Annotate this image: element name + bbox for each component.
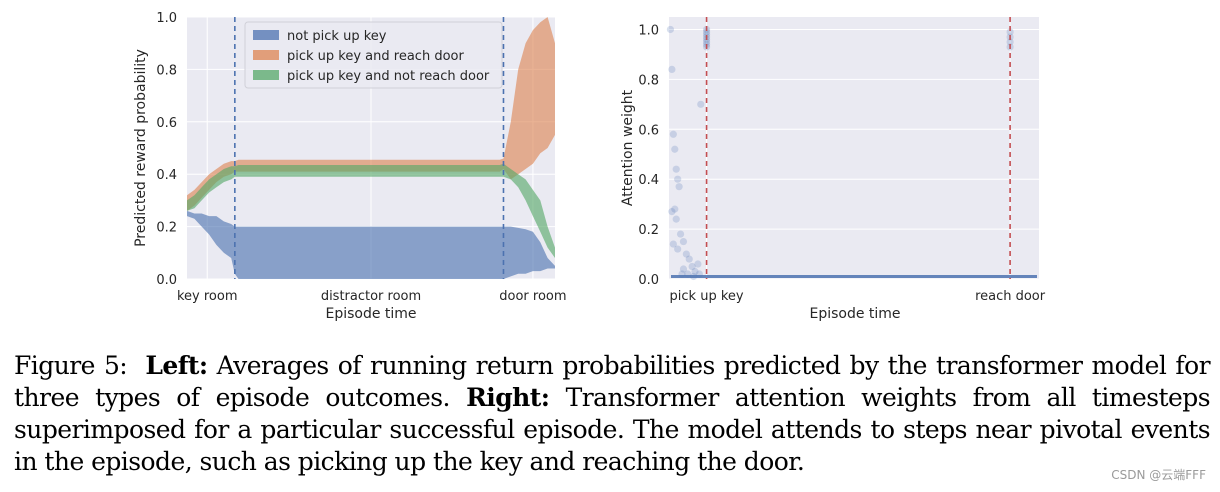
right-y-axis-label: Attention weight	[620, 89, 636, 206]
right-y-tick-label: 0.0	[638, 273, 659, 288]
right-scatter-point	[1006, 38, 1014, 46]
left-area-3	[187, 163, 555, 258]
right-scatter-point	[694, 260, 702, 268]
right-scatter-point	[678, 270, 686, 278]
left-legend: not pick up key pick up key and reach doo…	[244, 21, 503, 89]
left-y-tick-label: 1.0	[156, 11, 177, 26]
right-event-lines	[705, 17, 1011, 279]
left-y-tick-label: 0.2	[156, 221, 177, 236]
left-y-tick-labels: 0.0 0.2 0.4 0.6 0.8 1.0	[156, 11, 177, 288]
left-x-tick-label: door room	[499, 289, 566, 304]
right-x-tick-label: reach door	[975, 289, 1046, 304]
right-scatter-point	[702, 38, 711, 46]
left-chart: 0.0 0.2 0.4 0.6 0.8 1.0 key room distractor ro…	[120, 0, 580, 330]
right-scatter-point	[695, 270, 703, 278]
right-scatter-point	[672, 165, 680, 173]
right-scatter-point	[668, 208, 676, 216]
right-scatter-point	[689, 272, 698, 281]
right-scatter-point	[671, 205, 679, 213]
right-scatter-points	[666, 25, 1014, 281]
right-scatter-point	[669, 240, 677, 248]
left-y-tick-label: 0.0	[156, 273, 177, 288]
left-area-series	[187, 17, 555, 279]
legend-label: pick up key and reach door	[287, 49, 464, 64]
left-area-1	[187, 210, 555, 279]
right-scatter-point	[682, 250, 690, 258]
right-scatter-point	[702, 30, 711, 39]
left-y-axis-label: Predicted reward probability	[133, 49, 149, 247]
left-area-2	[187, 17, 555, 211]
right-scatter-point	[691, 267, 699, 276]
left-x-tick-label: key room	[177, 289, 238, 304]
right-plot-background	[669, 17, 1039, 279]
caption-left-text: Averages of running return probabilities…	[14, 351, 1211, 412]
figure-caption: Figure 5: Left: Averages of running retu…	[14, 350, 1211, 478]
right-scatter-point	[679, 265, 688, 273]
left-y-tick-label: 0.6	[156, 116, 177, 131]
legend-label: pick up key and not reach door	[287, 69, 490, 84]
right-scatter-point	[685, 255, 693, 263]
right-scatter-point	[702, 28, 711, 36]
right-scatter-point	[668, 65, 676, 73]
right-y-tick-label: 0.4	[638, 173, 659, 188]
watermark: CSDN @云端FFF	[1111, 468, 1206, 482]
right-scatter-point	[672, 215, 680, 223]
right-y-tick-labels: 0.0 0.2 0.4 0.6 0.8 1.0	[638, 23, 659, 288]
right-scatter-point	[674, 245, 682, 253]
left-y-tick-label: 0.8	[156, 63, 177, 78]
right-chart: 0.0 0.2 0.4 0.6 0.8 1.0 pick up key reach door…	[612, 0, 1052, 330]
right-chart-svg: 0.0 0.2 0.4 0.6 0.8 1.0 pick up key reach door…	[620, 17, 1046, 322]
figure-label: Figure 5:	[14, 351, 128, 380]
right-gridlines	[669, 17, 1039, 280]
caption-right-label: Right:	[466, 383, 550, 412]
right-scatter-point	[669, 130, 677, 138]
left-x-tick-label: distractor room	[321, 289, 421, 304]
right-scatter-point	[679, 237, 688, 246]
caption-left-label: Left:	[145, 351, 208, 380]
legend-label: not pick up key	[287, 29, 387, 44]
right-scatter-point	[674, 175, 682, 183]
right-x-axis-label: Episode time	[809, 306, 900, 322]
legend-swatch	[253, 30, 279, 40]
right-scatter-point	[697, 100, 705, 108]
right-y-tick-label: 0.2	[638, 223, 659, 238]
right-x-tick-labels: pick up key reach door	[670, 289, 1046, 304]
right-scatter-point	[1006, 28, 1014, 36]
left-chart-svg: 0.0 0.2 0.4 0.6 0.8 1.0 key room distractor ro…	[133, 11, 567, 322]
right-scatter-point	[684, 270, 692, 278]
right-scatter-point	[675, 183, 683, 191]
right-scatter-point	[676, 230, 685, 238]
left-x-tick-labels: key room distractor room door room	[177, 289, 567, 304]
caption-right-text: Transformer attention weights from all t…	[14, 383, 1211, 476]
right-scatter-point	[688, 262, 696, 271]
legend-swatch	[253, 50, 279, 60]
legend-box	[244, 21, 503, 89]
left-event-lines	[234, 17, 505, 279]
right-y-tick-label: 0.8	[638, 73, 659, 88]
right-y-tick-label: 0.6	[638, 123, 659, 138]
right-scatter-point	[671, 145, 679, 153]
right-x-tick-label: pick up key	[670, 289, 744, 304]
left-y-tick-label: 0.4	[156, 168, 177, 183]
left-x-axis-label: Episode time	[325, 306, 416, 322]
right-y-tick-label: 1.0	[638, 23, 659, 38]
legend-swatch	[253, 70, 279, 80]
right-scatter-point	[666, 25, 675, 34]
